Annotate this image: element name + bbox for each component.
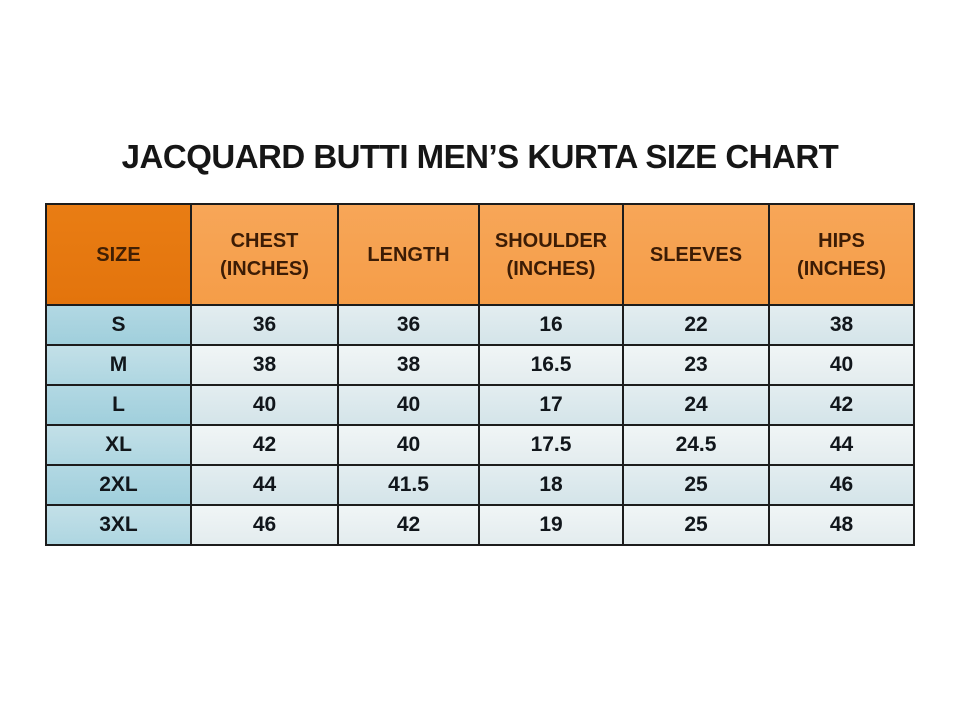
table-row-3xl: 3XL 46 42 19 25 48 [45, 504, 915, 546]
table-cell: 36 [190, 304, 339, 346]
column-header-chest: CHEST (INCHES) [190, 203, 339, 306]
table-cell: 19 [478, 504, 624, 546]
table-cell: 40 [337, 424, 480, 466]
table-cell: 41.5 [337, 464, 480, 506]
table-cell: 42 [768, 384, 915, 426]
table-cell: 17 [478, 384, 624, 426]
table-cell: 42 [337, 504, 480, 546]
table-cell: 36 [337, 304, 480, 346]
size-label: S [45, 304, 192, 346]
header-row: SIZE CHEST (INCHES) LENGTH SHOULDER (INC… [45, 203, 915, 306]
size-label: 2XL [45, 464, 192, 506]
table-row-m: M 38 38 16.5 23 40 [45, 344, 915, 386]
column-header-length: LENGTH [337, 203, 480, 306]
size-chart-table: SIZE CHEST (INCHES) LENGTH SHOULDER (INC… [45, 203, 915, 546]
size-label: XL [45, 424, 192, 466]
table-cell: 40 [337, 384, 480, 426]
table-cell: 44 [190, 464, 339, 506]
table-cell: 23 [622, 344, 770, 386]
table-cell: 46 [190, 504, 339, 546]
table-cell: 48 [768, 504, 915, 546]
table-cell: 25 [622, 464, 770, 506]
column-header-hips: HIPS (INCHES) [768, 203, 915, 306]
page-title: JACQUARD BUTTI MEN’S KURTA SIZE CHART [121, 138, 839, 175]
table-cell: 25 [622, 504, 770, 546]
table-cell: 18 [478, 464, 624, 506]
table-row-xl: XL 42 40 17.5 24.5 44 [45, 424, 915, 466]
table-row-l: L 40 40 17 24 42 [45, 384, 915, 426]
table-cell: 38 [337, 344, 480, 386]
table-cell: 40 [190, 384, 339, 426]
table-cell: 38 [190, 344, 339, 386]
size-label: 3XL [45, 504, 192, 546]
table-cell: 22 [622, 304, 770, 346]
column-header-size: SIZE [45, 203, 192, 306]
table-cell: 16 [478, 304, 624, 346]
column-header-shoulder: SHOULDER (INCHES) [478, 203, 624, 306]
table-row-s: S 36 36 16 22 38 [45, 304, 915, 346]
table-row-2xl: 2XL 44 41.5 18 25 46 [45, 464, 915, 506]
table-cell: 16.5 [478, 344, 624, 386]
table-cell: 40 [768, 344, 915, 386]
table-cell: 24.5 [622, 424, 770, 466]
table-cell: 42 [190, 424, 339, 466]
size-label: M [45, 344, 192, 386]
table-cell: 38 [768, 304, 915, 346]
table-cell: 24 [622, 384, 770, 426]
table-cell: 46 [768, 464, 915, 506]
column-header-sleeves: SLEEVES [622, 203, 770, 306]
table-cell: 44 [768, 424, 915, 466]
size-label: L [45, 384, 192, 426]
table-cell: 17.5 [478, 424, 624, 466]
